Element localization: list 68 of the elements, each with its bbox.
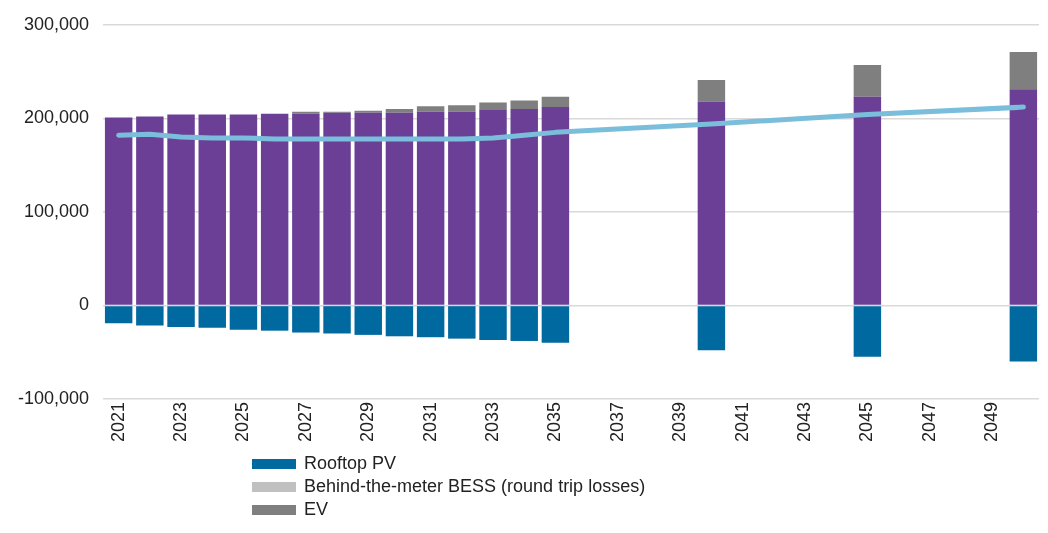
bar (292, 306, 320, 333)
bar (167, 114, 195, 305)
bar (260, 306, 289, 331)
bar (510, 108, 538, 305)
bar (448, 105, 476, 112)
x-tick-label: 2023 (170, 401, 191, 442)
bar (416, 111, 445, 305)
x-tick-label: 2037 (606, 401, 627, 442)
bar (541, 96, 570, 108)
x-tick-label: 2045 (856, 401, 877, 442)
y-tick-label: 300,000 (23, 13, 90, 34)
bar (416, 306, 445, 338)
x-tick-label: 2041 (731, 401, 752, 442)
bar (853, 306, 882, 357)
bar (229, 306, 258, 330)
bar (385, 108, 414, 113)
bar (1009, 89, 1038, 305)
bar (354, 306, 382, 335)
bar (541, 306, 570, 343)
legend-label: Rooftop PV (304, 453, 397, 474)
x-tick-label: 2049 (981, 401, 1002, 442)
x-tick-label: 2043 (793, 401, 814, 442)
bar (448, 306, 476, 339)
x-tick-label: 2031 (419, 401, 440, 442)
bar (136, 306, 164, 326)
x-tick-label: 2039 (669, 401, 690, 442)
bar (104, 117, 133, 305)
x-tick-label: 2033 (481, 401, 502, 442)
bar (853, 65, 882, 97)
bar (385, 112, 414, 305)
y-tick-label: 0 (79, 294, 90, 315)
x-tick-label: 2035 (544, 401, 565, 442)
x-tick-label: 2027 (294, 401, 315, 442)
legend-label: EV (304, 499, 329, 520)
bar (385, 306, 414, 337)
y-tick-label: 200,000 (23, 107, 90, 128)
bar (198, 306, 226, 328)
bar (416, 106, 445, 112)
bar (697, 79, 726, 102)
bar (260, 113, 289, 305)
bar (104, 306, 133, 324)
bar (479, 102, 507, 110)
bar (479, 306, 507, 341)
bar (510, 306, 538, 341)
bar (292, 113, 320, 305)
legend-label: Behind-the-meter BESS (round trip losses) (304, 476, 646, 497)
x-tick-label: 2029 (357, 401, 378, 442)
bar (1009, 306, 1038, 362)
bar (323, 112, 351, 305)
bar (510, 100, 538, 109)
bar (198, 114, 226, 305)
bar (136, 116, 164, 305)
bar (697, 101, 726, 305)
bar (541, 107, 570, 305)
bar (479, 109, 507, 305)
x-tick-label: 2047 (918, 401, 939, 442)
bar (323, 306, 351, 334)
x-tick-label: 2025 (232, 401, 253, 442)
y-tick-label: -100,000 (18, 387, 90, 408)
bar (167, 306, 195, 327)
x-tick-label: 2021 (107, 401, 128, 442)
bar (448, 111, 476, 305)
bar (1009, 51, 1038, 90)
bar (229, 114, 258, 305)
y-tick-label: 100,000 (23, 200, 90, 221)
bar (853, 96, 882, 305)
bar (354, 112, 382, 305)
bar (697, 306, 726, 351)
